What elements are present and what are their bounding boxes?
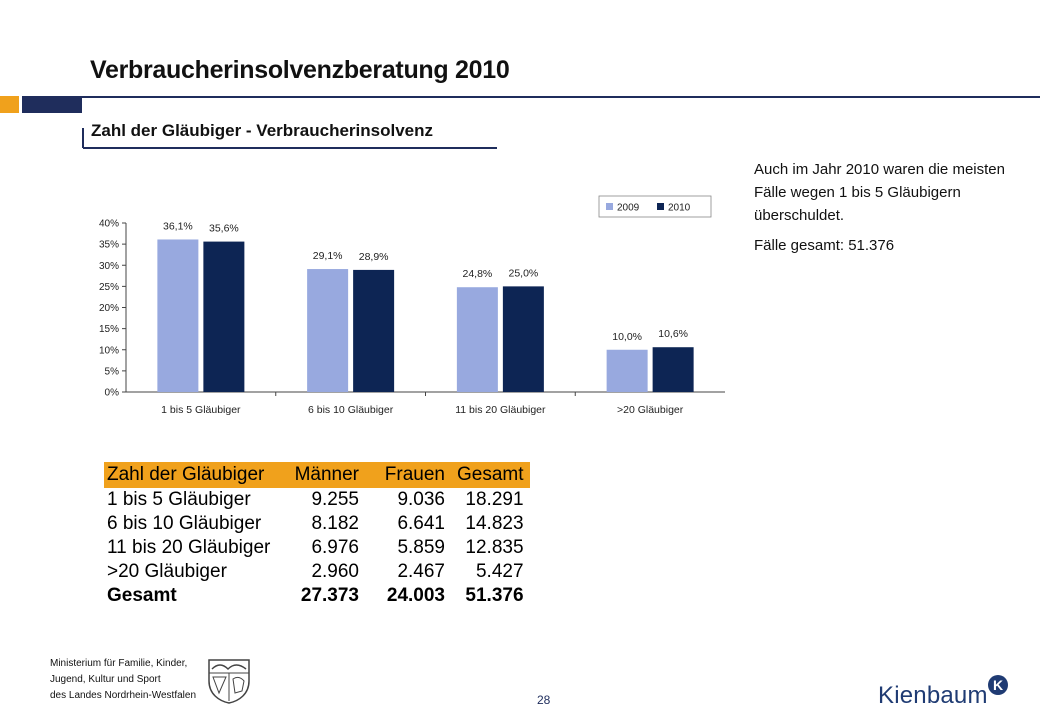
data-label: 24,8% xyxy=(462,268,492,280)
table-cell: Gesamt xyxy=(107,585,177,606)
bar xyxy=(157,239,199,392)
y-tick-label: 10% xyxy=(99,345,119,356)
y-tick-label: 20% xyxy=(99,303,119,314)
y-tick-label: 15% xyxy=(99,324,119,335)
table-row: 11 bis 20 Gläubiger 6.976 5.859 12.835 xyxy=(104,536,530,560)
data-label: 28,9% xyxy=(359,251,389,263)
y-tick-label: 30% xyxy=(99,261,119,272)
table-total-row: Gesamt 27.373 24.003 51.376 xyxy=(104,584,530,608)
y-tick-label: 35% xyxy=(99,240,119,251)
table-cell: 12.835 xyxy=(465,537,524,558)
table-cell: 14.823 xyxy=(465,513,524,534)
x-tick-label: 11 bis 20 Gläubiger xyxy=(455,404,546,416)
legend-label: 2010 xyxy=(668,203,691,214)
table-cell: 1 bis 5 Gläubiger xyxy=(107,489,251,510)
bar xyxy=(652,347,694,392)
data-label: 35,6% xyxy=(209,223,239,235)
table-row: 1 bis 5 Gläubiger 9.255 9.036 18.291 xyxy=(104,488,530,512)
ministry-line: Jugend, Kultur und Sport xyxy=(50,674,161,685)
bar xyxy=(456,287,498,392)
creditor-table: Zahl der Gläubiger Männer Frauen Gesamt … xyxy=(104,462,530,608)
table-cell: 6.641 xyxy=(397,513,445,534)
x-tick-label: >20 Gläubiger xyxy=(617,404,684,416)
data-label: 10,0% xyxy=(612,331,642,343)
y-tick-label: 5% xyxy=(105,366,120,377)
table-cell: 24.003 xyxy=(386,585,445,606)
table-row: >20 Gläubiger 2.960 2.467 5.427 xyxy=(104,560,530,584)
table-cell: 5.427 xyxy=(475,561,524,582)
bar xyxy=(502,286,544,392)
bar xyxy=(353,269,395,392)
page-subtitle: Zahl der Gläubiger - Verbraucherinsolven… xyxy=(91,121,433,140)
orange-accent-block xyxy=(0,96,19,113)
kienbaum-logo-icon: K xyxy=(988,675,1008,695)
table-cell: 11 bis 20 Gläubiger xyxy=(107,537,271,558)
data-label: 36,1% xyxy=(163,220,193,232)
ministry-line: Ministerium für Familie, Kinder, xyxy=(50,658,188,669)
table-header-cell: Männer xyxy=(285,462,365,488)
table-cell: 27.373 xyxy=(300,585,359,606)
bar-chart: 0% 5% 10% 15% 20% 25% 30% 35% 40% 36,1% 35,6% 1 bis… xyxy=(99,195,725,416)
table-cell: 6.976 xyxy=(311,537,359,558)
table-cell: 5.859 xyxy=(397,537,445,558)
ministry-name: Ministerium für Familie, Kinder, Jugend,… xyxy=(50,656,196,704)
data-label: 29,1% xyxy=(313,250,343,262)
x-tick-label: 6 bis 10 Gläubiger xyxy=(308,404,394,416)
data-label: 25,0% xyxy=(508,267,538,279)
x-tick-label: 1 bis 5 Gläubiger xyxy=(161,404,241,416)
table-cell: >20 Gläubiger xyxy=(107,561,227,582)
bar xyxy=(203,241,245,392)
data-label: 10,6% xyxy=(658,328,688,340)
table-header-cell: Gesamt xyxy=(451,462,530,488)
table-cell: 9.036 xyxy=(397,489,445,510)
y-tick-label: 0% xyxy=(105,388,120,399)
table-cell: 2.467 xyxy=(397,561,445,582)
table-cell: 8.182 xyxy=(311,513,359,534)
page-title: Verbraucherinsolvenzberatung 2010 xyxy=(90,56,510,84)
table-cell: 6 bis 10 Gläubiger xyxy=(107,513,262,534)
ministry-line: des Landes Nordrhein-Westfalen xyxy=(50,690,197,701)
summary-text: Auch im Jahr 2010 waren die meisten Fäll… xyxy=(754,158,1014,264)
bar xyxy=(307,269,349,392)
table-header-cell: Zahl der Gläubiger xyxy=(104,462,285,488)
header-decoration xyxy=(0,96,1040,149)
table-header-row: Zahl der Gläubiger Männer Frauen Gesamt xyxy=(104,462,530,488)
legend-swatch xyxy=(606,203,613,210)
table-cell: 51.376 xyxy=(465,585,524,606)
y-tick-label: 25% xyxy=(99,282,119,293)
table-row: 6 bis 10 Gläubiger 8.182 6.641 14.823 xyxy=(104,512,530,536)
summary-paragraph: Auch im Jahr 2010 waren die meisten Fäll… xyxy=(754,161,1005,224)
legend-box xyxy=(598,195,712,218)
table-header-cell: Frauen xyxy=(365,462,451,488)
page-number: 28 xyxy=(537,693,551,707)
legend-swatch xyxy=(657,203,664,210)
navy-accent-block xyxy=(22,96,82,113)
table-cell: 18.291 xyxy=(465,489,524,510)
summary-total: Fälle gesamt: 51.376 xyxy=(754,237,895,254)
nrw-coat-of-arms-icon xyxy=(208,659,250,704)
y-tick-label: 40% xyxy=(99,219,119,230)
bar xyxy=(606,349,648,392)
table-cell: 9.255 xyxy=(311,489,359,510)
legend-label: 2009 xyxy=(617,203,640,214)
kienbaum-logo-text: Kienbaum xyxy=(878,682,988,709)
table-cell: 2.960 xyxy=(311,561,359,582)
